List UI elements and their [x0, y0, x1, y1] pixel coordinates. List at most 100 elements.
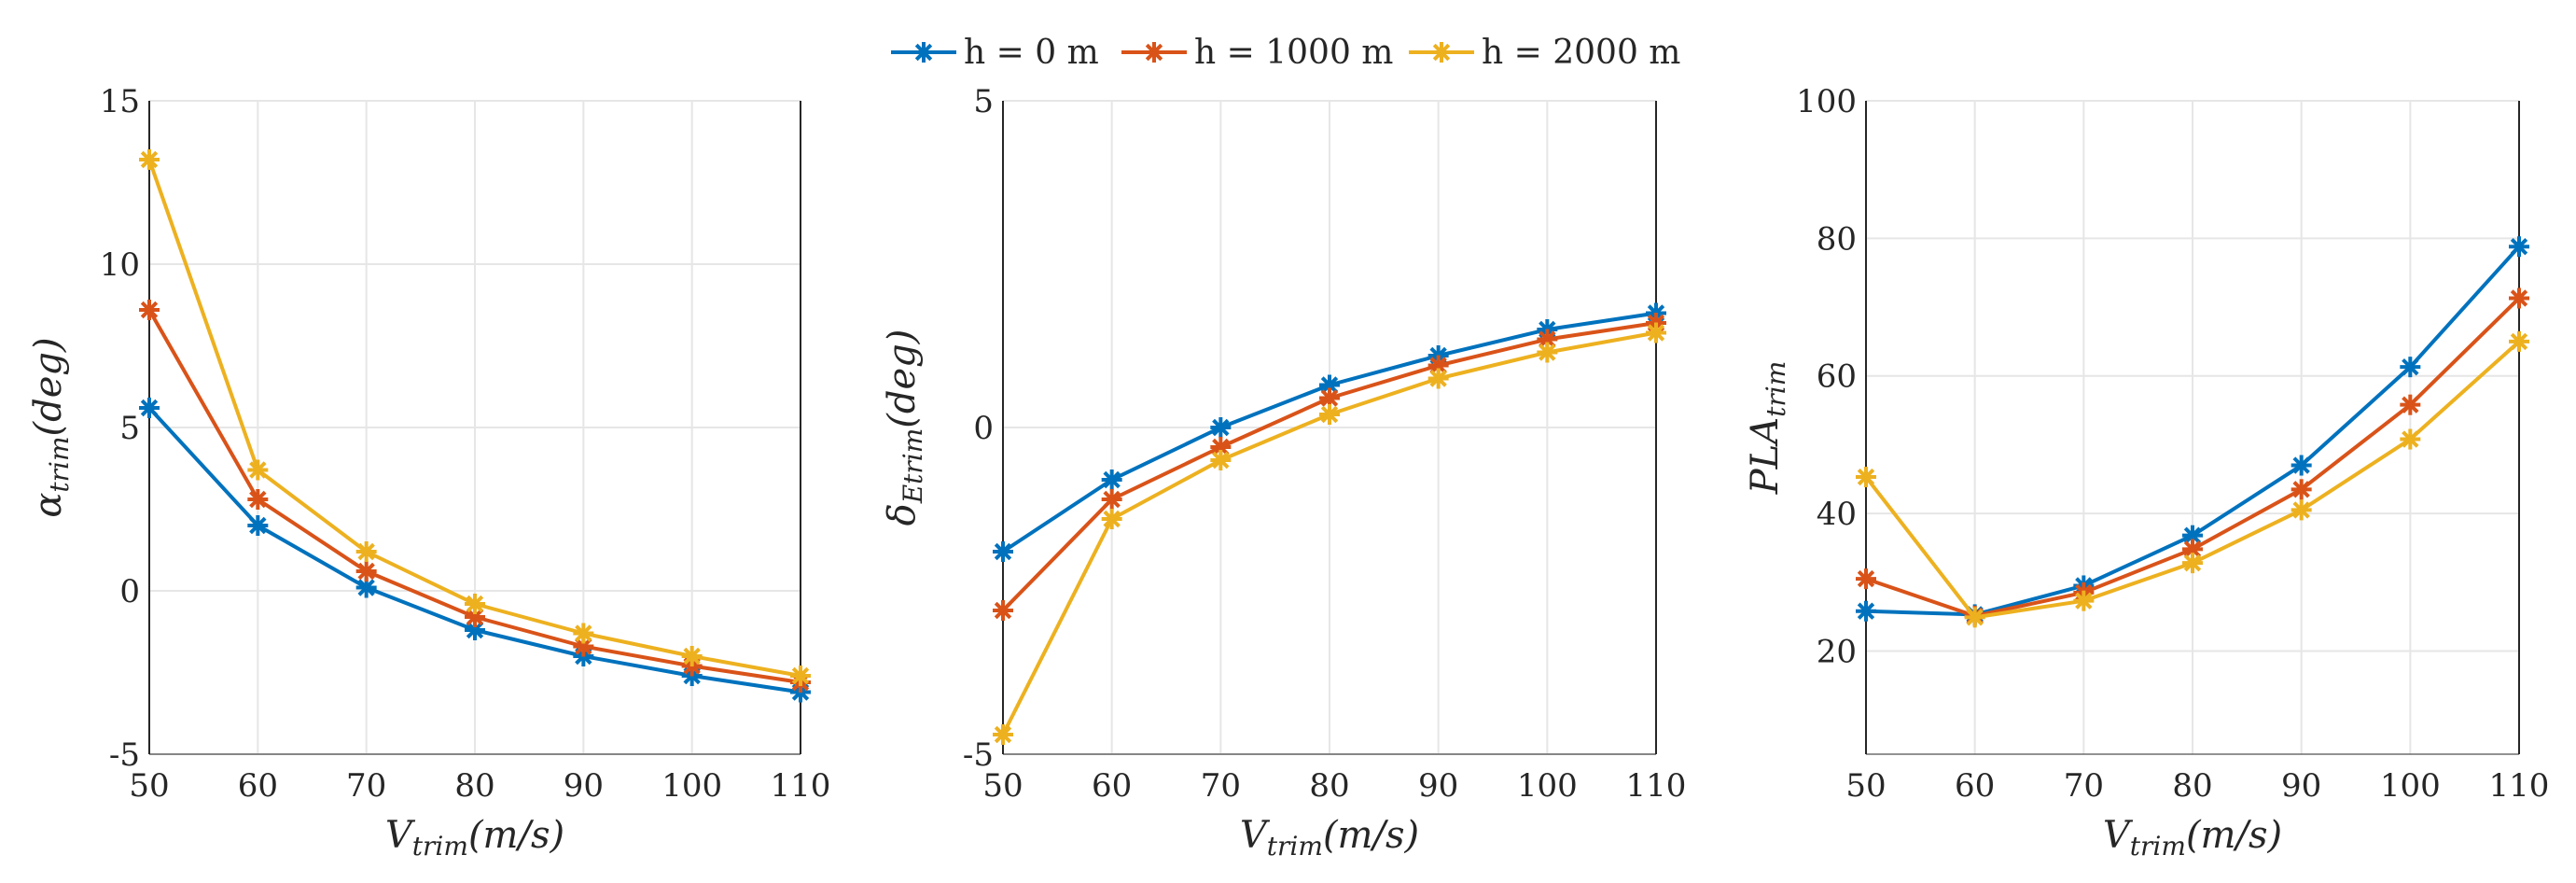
- data-point: [355, 541, 377, 562]
- y-tick-label: 15: [100, 83, 140, 120]
- data-point: [1319, 404, 1340, 425]
- chart-2: 50 60 70 80 90 100 110 -5 0 5 Vtrim(m/s) δEtrim(deg…: [881, 83, 1686, 862]
- data-point: [1101, 470, 1122, 490]
- data-point: [1856, 467, 1876, 488]
- legend-label: h = 2000 m: [1482, 34, 1680, 72]
- data-point: [465, 594, 485, 614]
- x-tick-label: 100: [661, 767, 722, 805]
- data-point: [1210, 417, 1232, 438]
- legend-item-2: h = 1000 m: [1121, 34, 1393, 72]
- data-point: [247, 489, 269, 510]
- legend-label: h = 0 m: [964, 34, 1099, 72]
- x-tick-label: 110: [1626, 767, 1687, 805]
- data-point: [1964, 607, 1985, 628]
- series-3: [139, 149, 811, 686]
- data-point: [1646, 322, 1666, 343]
- data-point: [1537, 329, 1558, 350]
- legend: h = 0 m h = 1000 m h = 2000 m: [891, 34, 1680, 72]
- x-tick-label: 60: [1955, 767, 1995, 805]
- legend-item-3: h = 2000 m: [1409, 34, 1680, 72]
- series-3: [993, 322, 1666, 745]
- data-point: [1319, 374, 1340, 396]
- y-tick-label: 0: [119, 573, 140, 610]
- data-point: [1101, 489, 1122, 510]
- y-tick-label: 100: [1796, 83, 1857, 120]
- y-tick-label: 20: [1817, 633, 1857, 670]
- data-point: [2400, 394, 2421, 415]
- data-point: [1856, 568, 1876, 590]
- x-tick-label: 70: [1201, 767, 1241, 805]
- x-tick-label: 50: [1845, 767, 1886, 805]
- legend-marker: [1144, 42, 1164, 63]
- y-tick-label: -5: [963, 736, 994, 774]
- data-point: [2182, 553, 2203, 574]
- data-point: [1537, 342, 1558, 363]
- y-tick-label: -5: [109, 736, 140, 774]
- data-point: [2509, 236, 2529, 258]
- y-tick-label: 60: [1817, 358, 1857, 396]
- legend-item-1: h = 0 m: [891, 34, 1099, 72]
- data-point: [993, 541, 1013, 562]
- data-point: [2291, 499, 2312, 521]
- x-tick-label: 90: [564, 767, 604, 805]
- y-tick-label: 10: [100, 246, 140, 284]
- legend-marker: [1431, 42, 1452, 63]
- data-point: [573, 623, 594, 644]
- data-point: [790, 666, 811, 686]
- data-point: [681, 646, 703, 666]
- y-axis-label: PLAtrim: [1744, 361, 1791, 496]
- data-point: [2073, 590, 2095, 611]
- data-point: [993, 600, 1013, 621]
- x-tick-label: 60: [1092, 767, 1132, 805]
- data-point: [993, 724, 1013, 745]
- x-tick-label: 50: [982, 767, 1023, 805]
- x-tick-label: 90: [1418, 767, 1458, 805]
- x-axis-label: Vtrim(m/s): [385, 814, 564, 862]
- data-point: [2509, 330, 2529, 352]
- legend-label: h = 1000 m: [1194, 34, 1393, 72]
- data-point: [139, 149, 160, 170]
- data-point: [1427, 368, 1449, 389]
- data-point: [2291, 455, 2312, 476]
- x-tick-label: 80: [454, 767, 494, 805]
- data-point: [2509, 287, 2529, 309]
- y-tick-label: 5: [973, 83, 994, 120]
- chart-1: 50 60 70 80 90 100 110 -5 0 5 10 15 Vtrim(m/s) αtrim(…: [27, 83, 830, 862]
- data-point: [355, 561, 377, 582]
- x-tick-label: 50: [129, 767, 169, 805]
- x-tick-label: 80: [2172, 767, 2212, 805]
- x-tick-label: 70: [346, 767, 386, 805]
- data-point: [247, 515, 269, 536]
- y-axis-label: αtrim(deg): [27, 337, 75, 517]
- gridlines: [1002, 100, 1657, 755]
- x-tick-label: 90: [2281, 767, 2321, 805]
- series-3: [1856, 330, 2529, 628]
- data-point: [247, 459, 269, 481]
- legend-marker: [913, 42, 934, 63]
- x-tick-label: 70: [2064, 767, 2104, 805]
- data-point: [1101, 509, 1122, 529]
- data-point: [139, 300, 160, 320]
- plots: 50 60 70 80 90 100 110-5051015Vtrim(m/s)αtrim(…: [27, 83, 2549, 862]
- y-tick-label: 5: [119, 410, 140, 447]
- data-point: [1210, 450, 1232, 470]
- y-tick-label: 40: [1817, 496, 1857, 533]
- x-axis-label: Vtrim(m/s): [1240, 814, 1419, 862]
- y-tick-label: 0: [973, 410, 994, 447]
- gridlines: [148, 100, 801, 755]
- x-tick-label: 100: [2380, 767, 2441, 805]
- x-tick-label: 110: [771, 767, 831, 805]
- data-point: [139, 398, 160, 418]
- x-tick-label: 110: [2489, 767, 2550, 805]
- x-tick-label: 80: [1309, 767, 1349, 805]
- data-point: [2291, 479, 2312, 500]
- y-tick-label: 80: [1817, 220, 1857, 258]
- data-point: [2400, 357, 2421, 378]
- x-tick-label: 100: [1517, 767, 1578, 805]
- series-2: [993, 313, 1666, 621]
- data-point: [355, 577, 377, 598]
- y-axis-label: δEtrim(deg): [881, 329, 928, 526]
- x-axis-label: Vtrim(m/s): [2103, 814, 2282, 862]
- x-tick-label: 60: [238, 767, 278, 805]
